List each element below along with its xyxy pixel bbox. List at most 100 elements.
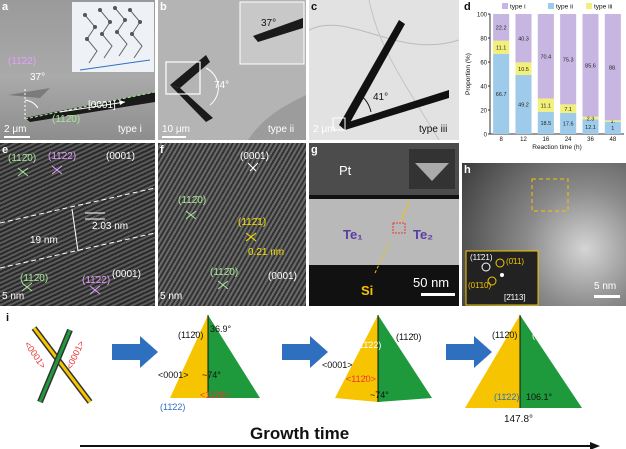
panel-g-te1: Te₁ bbox=[343, 227, 363, 242]
panel-e: e (112̄0) (11̄22) (0001) 2.03 nm 19 nm (… bbox=[0, 143, 155, 306]
panel-a-plane1: (11̄22) bbox=[8, 56, 37, 67]
panel-f-s1: 0.21 nm bbox=[248, 247, 285, 258]
data-label: 88. bbox=[609, 65, 617, 71]
panel-e-p5: (112̄0) bbox=[20, 273, 49, 284]
data-label: 85.6 bbox=[585, 64, 596, 70]
panel-e-p3: (0001) bbox=[106, 151, 135, 162]
x-tick-label: 8 bbox=[499, 137, 503, 143]
panel-e-image bbox=[0, 165, 155, 295]
panel-c: c 41° 2 μm type iii bbox=[309, 0, 459, 140]
bar-type-iii-36 bbox=[582, 116, 599, 120]
panel-b-scale: 10 μm bbox=[162, 124, 190, 135]
panel-d-letter: d bbox=[464, 1, 471, 13]
growth-arrow-2 bbox=[282, 336, 328, 368]
bar-type-i-48 bbox=[604, 14, 621, 121]
x-tick-label: 12 bbox=[520, 137, 527, 143]
legend-label: type iii bbox=[594, 4, 612, 11]
data-label: 40.3 bbox=[518, 36, 529, 42]
panel-h-fft3: (01̄10) bbox=[468, 281, 492, 290]
data-label: 7.1 bbox=[564, 107, 572, 113]
panel-c-letter: c bbox=[311, 1, 318, 13]
panel-a-scale: 2 μm bbox=[4, 124, 27, 135]
data-label: 49.2 bbox=[518, 103, 529, 109]
panel-f-scale: 5 nm bbox=[160, 291, 183, 302]
x-tick-label: 48 bbox=[609, 137, 616, 143]
y-tick-label: 40 bbox=[480, 85, 487, 91]
growth-arrow-1 bbox=[112, 336, 158, 368]
i-s2e: <112̄0> bbox=[200, 390, 230, 400]
panel-f-p2: (112̄0) bbox=[178, 195, 207, 206]
bar-type-iii-48 bbox=[604, 120, 621, 122]
panel-a-dir: [0001] bbox=[88, 100, 116, 111]
panel-f-p4: (112̄0) bbox=[210, 267, 239, 278]
i-s4e: 147.8° bbox=[504, 414, 534, 425]
panel-f-p3: (112̄1) bbox=[238, 217, 267, 228]
legend-label: type ii bbox=[556, 4, 573, 11]
data-label: 11.1 bbox=[541, 103, 551, 109]
panel-e-spacing: 2.03 nm bbox=[92, 221, 129, 232]
panel-c-angle: 41° bbox=[373, 92, 389, 103]
i-s4d: 106.1° bbox=[526, 392, 553, 402]
x-tick-label: 36 bbox=[587, 137, 594, 143]
data-label: 1 bbox=[611, 126, 614, 132]
i-s2f: (11̄22) bbox=[160, 402, 186, 412]
panel-a-type: type i bbox=[118, 124, 142, 135]
panel-a: a (11̄22) 37° [0001] (112̄0) 2 μm type i bbox=[0, 0, 155, 140]
y-tick-label: 60 bbox=[480, 61, 487, 67]
y-tick-label: 100 bbox=[477, 13, 488, 19]
bar-type-ii-24 bbox=[560, 112, 577, 134]
panel-h: h (11̄21) (0̄11) (01̄10) [2̄113] 5 nm bbox=[462, 163, 626, 306]
data-label: 75.3 bbox=[563, 57, 574, 63]
panel-b-type: type ii bbox=[268, 124, 295, 135]
data-label: 70.4 bbox=[540, 54, 551, 60]
panel-e-width: 19 nm bbox=[30, 235, 58, 246]
panel-i-letter: i bbox=[6, 312, 10, 324]
data-label: 18.5 bbox=[540, 121, 551, 127]
data-label: 1. bbox=[611, 119, 616, 125]
i-s3b: <112̄0> bbox=[346, 374, 376, 384]
bar-type-ii-48 bbox=[604, 121, 621, 134]
i-s3d: (112̄0) bbox=[396, 332, 422, 342]
panel-a-angle: 37° bbox=[30, 72, 46, 83]
panel-f-p5: (0001) bbox=[268, 271, 297, 282]
data-label: 66.7 bbox=[496, 92, 507, 98]
panel-h-scale: 5 nm bbox=[594, 281, 617, 292]
i-s4b: (11̄22) bbox=[532, 330, 558, 340]
data-label: 2.3 bbox=[587, 116, 595, 122]
panel-a-image bbox=[8, 2, 155, 122]
i-s3c: (11̄22) bbox=[356, 340, 382, 350]
panel-g-te2: Te₂ bbox=[413, 227, 433, 242]
panel-i: i <0001> <0001> (112̄0) 36.9° <0001> ~74… bbox=[0, 310, 626, 449]
panel-b-scalebar bbox=[162, 136, 186, 138]
x-tick-label: 16 bbox=[542, 137, 549, 143]
x-axis-label: Reaction time (h) bbox=[532, 144, 582, 151]
panel-b-image bbox=[165, 1, 306, 140]
x-tick-label: 24 bbox=[565, 137, 572, 143]
legend-swatch-type-i bbox=[502, 3, 508, 9]
panel-g: g Pt Te₁ Te₂ Si 50 nm bbox=[309, 143, 459, 306]
legend-swatch-type-iii bbox=[586, 3, 592, 9]
panel-a-scalebar bbox=[4, 136, 30, 138]
panel-e-letter: e bbox=[2, 144, 9, 156]
i-s2b: 36.9° bbox=[210, 324, 232, 334]
panel-c-type: type iii bbox=[419, 124, 448, 135]
i-s3e: ~74° bbox=[370, 390, 389, 400]
i-s4a: (112̄0) bbox=[492, 330, 518, 340]
panel-f-image bbox=[185, 162, 259, 290]
panel-h-letter: h bbox=[464, 164, 471, 176]
panel-e-p4: (0001) bbox=[112, 269, 141, 280]
stacked-bar-chart: 0 20 40 60 80 100 66.7 11.1 22.2 8 49.2 10.5 40.3 12 1… bbox=[465, 3, 624, 151]
panel-e-p6: (11̄22) bbox=[82, 275, 111, 286]
panel-g-pt: Pt bbox=[339, 163, 352, 178]
panel-e-p2: (11̄22) bbox=[48, 151, 77, 162]
panel-d: d 0 20 40 60 80 100 66.7 11.1 22.2 8 49.2 10.5 40.3 1… bbox=[462, 0, 626, 160]
data-label: 22.2 bbox=[496, 26, 507, 32]
panel-g-image bbox=[309, 143, 459, 306]
panel-b-angle1: 37° bbox=[261, 18, 277, 29]
panel-f-letter: f bbox=[160, 144, 164, 156]
y-tick-label: 20 bbox=[480, 109, 487, 115]
panel-h-fft2: (0̄11) bbox=[506, 257, 525, 266]
data-label: 17.6 bbox=[563, 122, 574, 128]
panel-h-image bbox=[465, 178, 620, 306]
panel-a-letter: a bbox=[2, 1, 9, 13]
